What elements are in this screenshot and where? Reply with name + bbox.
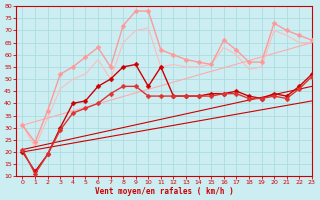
X-axis label: Vent moyen/en rafales ( km/h ): Vent moyen/en rafales ( km/h )	[95, 187, 233, 196]
